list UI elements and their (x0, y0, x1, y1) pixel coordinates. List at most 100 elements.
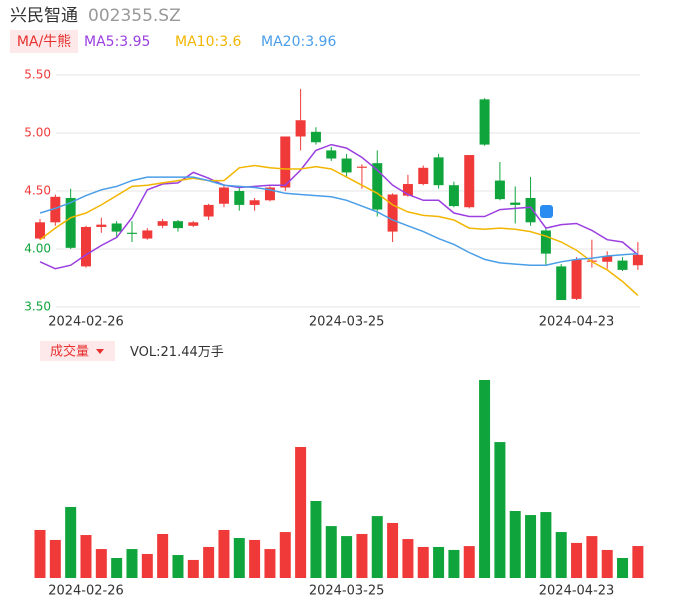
volume-bar (387, 522, 399, 578)
candle-body (510, 202, 521, 205)
volume-bar (295, 446, 307, 578)
volume-bar (172, 555, 184, 578)
candle-body (172, 221, 183, 229)
volume-bar (479, 380, 491, 578)
candle-body (418, 167, 429, 185)
candle-body (402, 184, 413, 196)
legend-entry: MA10:3.6 (175, 34, 242, 50)
candle-body (264, 187, 275, 201)
candle-body (387, 194, 398, 232)
volume-bar (95, 549, 107, 578)
volume-bar (34, 529, 46, 578)
volume-bar (555, 532, 567, 578)
volume-button-bg[interactable] (40, 341, 115, 361)
legend-value: 3.95 (119, 34, 150, 50)
legend-name: MA10 (175, 34, 214, 50)
candle-body (525, 197, 536, 223)
volume-legend-text: VOL:21.44万手 (130, 345, 224, 360)
volume-prefix: VOL: (130, 345, 161, 360)
volume-bar (448, 549, 460, 578)
volume-bar (494, 442, 506, 578)
volume-bar (126, 549, 138, 578)
candle-body (310, 131, 321, 143)
y-tick-label: 4.50 (24, 184, 51, 198)
stock-name: 兴民智通 (10, 6, 78, 26)
candle-body (50, 196, 61, 223)
dropdown-arrow[interactable] (96, 349, 104, 354)
y-tick-label: 5.50 (24, 68, 51, 82)
y-tick-label: 5.00 (24, 126, 51, 140)
legend-entry: MA20:3.96 (261, 34, 336, 50)
volume-bar (417, 546, 429, 578)
volume-bar (264, 549, 276, 578)
volume-bar (80, 535, 92, 578)
legend-name: MA5 (84, 34, 115, 50)
candle-body (433, 157, 444, 186)
volume-bar (233, 538, 245, 578)
candle-body (203, 204, 214, 217)
volume-bar (203, 546, 215, 578)
candle-body (188, 222, 199, 226)
legend-value: 3.96 (305, 34, 336, 50)
ma-line (39, 176, 638, 266)
volume-bar (571, 542, 583, 578)
candle-body (326, 150, 337, 159)
volume-bar (402, 539, 414, 578)
candle-body (35, 222, 45, 239)
candle-body (280, 136, 291, 188)
volume-bar (341, 536, 353, 578)
candle-body (448, 185, 459, 207)
legend-name: MA20 (261, 34, 300, 50)
indicator-button[interactable]: MA/牛熊 (17, 34, 71, 50)
volume-bar (325, 526, 337, 578)
volume-bar (601, 549, 613, 578)
volume-bar (157, 533, 169, 578)
candle-body (632, 254, 643, 266)
candle-body (356, 166, 367, 168)
candle-body (249, 200, 260, 205)
candle-body (65, 197, 76, 248)
volume-bar (509, 511, 521, 578)
volume-bar (540, 512, 552, 578)
candle-body (341, 158, 352, 173)
candle-body (540, 230, 551, 254)
indicator-button-bg[interactable] (10, 30, 78, 53)
ma-line (39, 164, 639, 296)
stock-code: 002355.SZ (88, 6, 181, 26)
candle-body (234, 191, 245, 205)
legend-value: 3.6 (219, 34, 241, 50)
volume-bar (632, 546, 644, 578)
volume-bar (279, 532, 291, 578)
ma-line (39, 143, 639, 270)
x-tick-label: 2024-03-25 (309, 315, 385, 330)
volume-button[interactable]: 成交量 (50, 344, 89, 360)
volume-unit: 万手 (198, 345, 224, 360)
legend-separator: : (214, 34, 219, 50)
marker-icon (540, 205, 553, 218)
volume-bar (49, 539, 61, 578)
volume-last: 21.44 (161, 345, 198, 360)
volume-legend: VOL:21.44万手 (130, 345, 224, 360)
volume-bar (218, 529, 230, 578)
x-tick-label: 2024-03-25 (309, 584, 385, 599)
x-tick-label: 2024-04-23 (539, 315, 615, 330)
candle-body (80, 226, 91, 267)
candle-body (96, 224, 107, 227)
volume-bar (617, 558, 629, 578)
candle-body (142, 230, 153, 239)
candle-body (556, 266, 567, 301)
volume-bar (187, 559, 199, 578)
candle-body (571, 259, 582, 299)
volume-bar (65, 506, 77, 578)
legend-separator: : (300, 34, 305, 50)
x-tick-label: 2024-02-26 (48, 584, 124, 599)
volume-bar (356, 533, 368, 578)
candle-body (295, 120, 306, 137)
candle-body (479, 99, 490, 145)
volume-bar (371, 516, 383, 578)
x-tick-label: 2024-02-26 (48, 315, 124, 330)
volume-bar (525, 515, 537, 578)
volume-bar (433, 546, 445, 578)
volume-bar (249, 539, 261, 578)
